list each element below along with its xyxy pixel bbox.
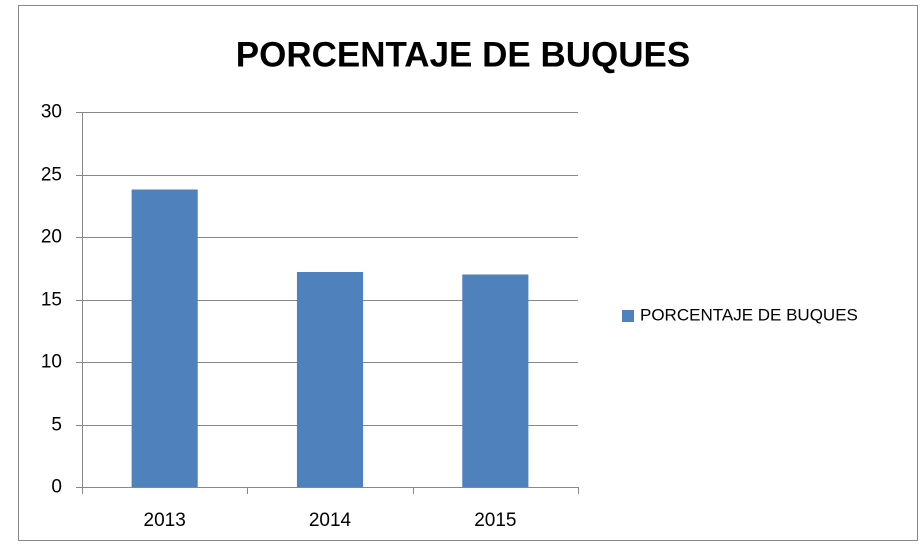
legend-swatch [622, 310, 634, 322]
bar [462, 274, 529, 487]
bar [296, 272, 364, 487]
x-tick-label: 2013 [144, 510, 186, 531]
y-tick-label: 10 [41, 352, 62, 373]
y-tick-label: 5 [51, 415, 62, 436]
y-tick-label: 15 [41, 290, 62, 311]
x-tick-label: 2014 [309, 510, 352, 531]
y-tick-label: 30 [41, 102, 62, 123]
x-tick-label: 2015 [474, 510, 516, 531]
chart-title: PORCENTAJE DE BUQUES [236, 35, 690, 74]
bar [131, 189, 198, 487]
legend-label: PORCENTAJE DE BUQUES [640, 305, 858, 324]
y-tick-label: 20 [41, 227, 62, 248]
y-tick-label: 0 [51, 477, 62, 498]
y-tick-label: 25 [41, 165, 62, 186]
